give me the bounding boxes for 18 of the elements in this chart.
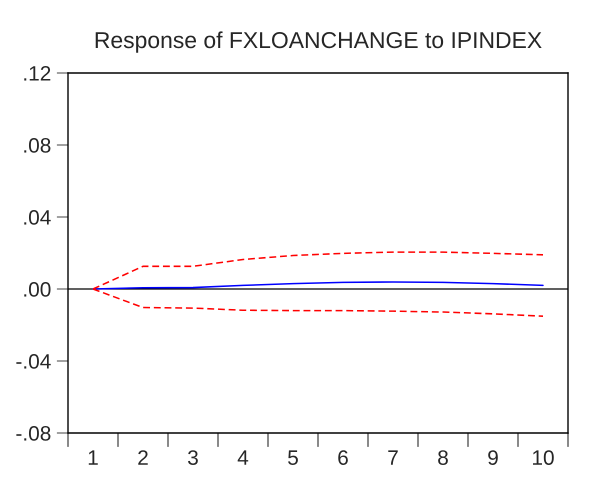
x-tick-label: 2 [138, 450, 148, 465]
y-tick-label: -.04 [16, 354, 51, 369]
chart-title: Response of FXLOANCHANGE to IPINDEX [96, 31, 542, 53]
y-tick-label: -.08 [16, 426, 50, 441]
y-tick-label: .12 [24, 66, 50, 81]
x-tick-label: 1 [88, 450, 98, 465]
x-tick-label: 9 [488, 450, 498, 465]
y-tick-label: .00 [24, 282, 51, 297]
x-tick-label: 10 [533, 450, 554, 465]
x-tick-label: 3 [188, 450, 198, 465]
x-tick-label: 5 [288, 450, 298, 465]
line-series [92, 281, 544, 290]
x-tick-label: 7 [388, 450, 398, 465]
y-tick-label: .04 [24, 210, 51, 225]
x-tick-label: 6 [338, 450, 348, 465]
x-tick-label: 4 [238, 450, 248, 465]
y-tick-label: .08 [24, 138, 50, 153]
x-tick-label: 8 [438, 450, 448, 465]
